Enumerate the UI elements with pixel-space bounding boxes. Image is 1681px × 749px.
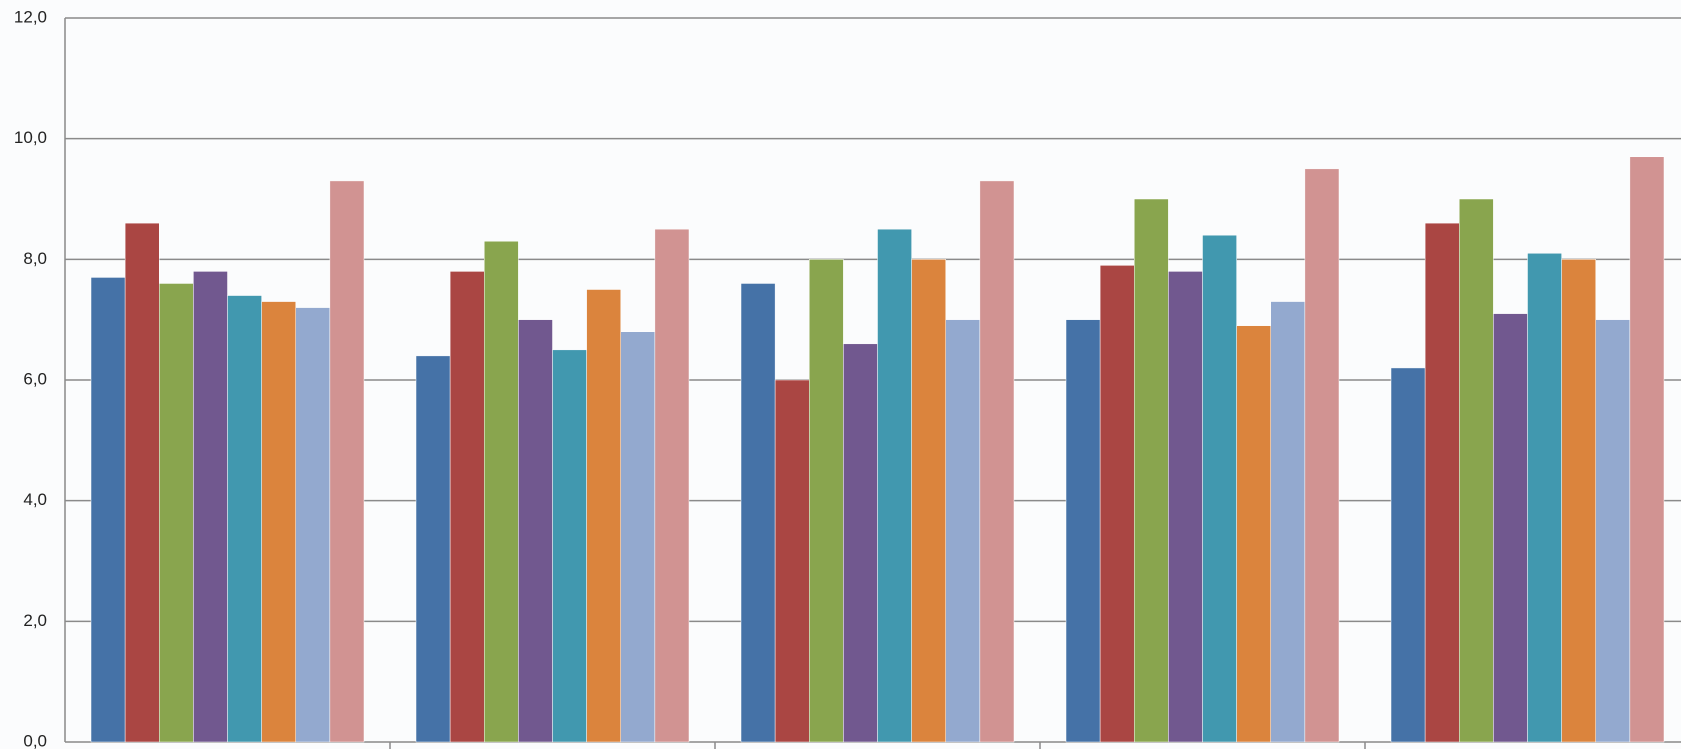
bar [1134, 198, 1169, 743]
y-tick-label: 0,0 [23, 731, 47, 749]
bar [518, 319, 553, 743]
bar [809, 259, 844, 743]
bar [449, 271, 485, 743]
bar [877, 228, 912, 743]
y-tick-label: 6,0 [23, 369, 47, 388]
bar [261, 301, 296, 743]
bar [1493, 313, 1528, 743]
bar [552, 349, 587, 743]
bar [159, 283, 194, 743]
bar [1202, 234, 1237, 743]
bar [1629, 156, 1665, 743]
bar [911, 259, 946, 743]
bar [945, 319, 981, 743]
bar [1459, 198, 1494, 743]
bar [295, 307, 331, 743]
bar [329, 180, 365, 743]
bar [843, 343, 878, 743]
bar [227, 295, 262, 743]
bar [1561, 259, 1596, 743]
bar [586, 289, 621, 743]
bar [1168, 271, 1203, 743]
bar [1390, 367, 1426, 743]
bar [1236, 325, 1271, 743]
bar [1270, 301, 1306, 743]
bar [654, 228, 690, 743]
bar [979, 180, 1015, 743]
bar [1527, 253, 1562, 743]
bar [193, 271, 228, 743]
bar [1304, 168, 1340, 743]
bar [1595, 319, 1631, 743]
bar [740, 283, 776, 743]
y-tick-label: 4,0 [23, 490, 47, 509]
bar [774, 379, 810, 743]
bar [1065, 319, 1101, 743]
bar [1424, 222, 1460, 743]
y-tick-label: 10,0 [14, 128, 47, 147]
bar [620, 331, 656, 743]
bar [124, 222, 160, 743]
y-tick-label: 12,0 [14, 7, 47, 26]
bar [90, 277, 126, 743]
bar [484, 240, 519, 743]
bar [1099, 265, 1135, 743]
y-tick-label: 2,0 [23, 611, 47, 630]
y-tick-label: 8,0 [23, 249, 47, 268]
bar [415, 355, 451, 743]
